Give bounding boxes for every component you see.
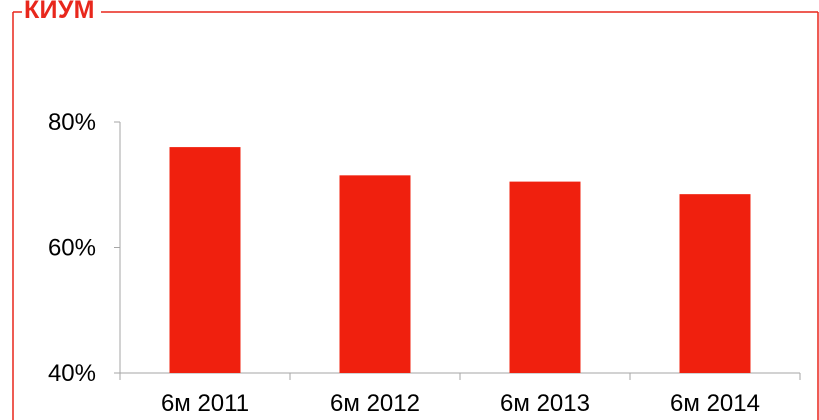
y-tick-label: 60% xyxy=(48,235,96,262)
bar xyxy=(679,194,751,373)
x-tick-label: 6м 2013 xyxy=(500,390,590,417)
y-tick-label: 40% xyxy=(48,360,96,387)
x-tick-label: 6м 2011 xyxy=(161,390,249,417)
x-tick-label: 6м 2014 xyxy=(670,390,760,417)
bar xyxy=(339,175,411,373)
y-tick-label: 80% xyxy=(48,109,96,136)
bar xyxy=(169,147,241,373)
x-tick-label: 6м 2012 xyxy=(330,390,420,417)
chart-title: КИУМ xyxy=(22,0,101,26)
bar xyxy=(509,181,581,373)
